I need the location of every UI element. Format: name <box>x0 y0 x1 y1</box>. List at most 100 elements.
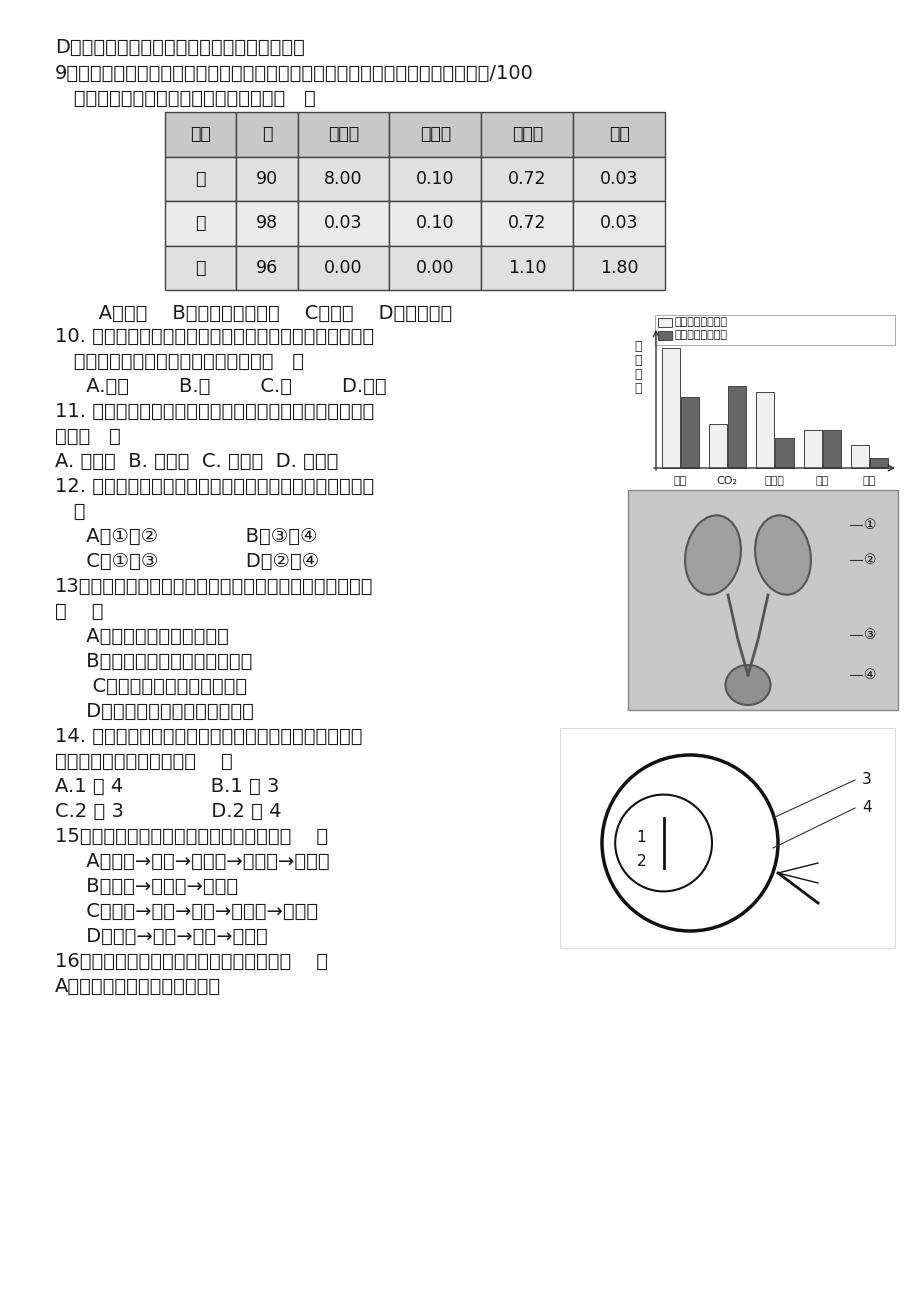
Text: 物质: 物质 <box>862 476 875 486</box>
Text: 乙: 乙 <box>196 214 206 233</box>
Text: A.1 和 4              B.1 和 3: A.1 和 4 B.1 和 3 <box>55 777 279 796</box>
Text: 14. 右图是人眼球结构示意图，图中能夠折射光线，使物: 14. 右图是人眼球结构示意图，图中能夠折射光线，使物 <box>55 727 362 746</box>
Text: 成分: 成分 <box>190 125 210 143</box>
Text: 13．在飞机起飞或降落时嚼一块口香糖，可以起到的作用是: 13．在飞机起飞或降落时嚼一块口香糖，可以起到的作用是 <box>55 577 373 595</box>
Text: CO₂: CO₂ <box>716 476 737 486</box>
Bar <box>850 445 868 468</box>
Text: D．巩膜→瞳孔→角膜→视网膜: D．巩膜→瞳孔→角膜→视网膜 <box>55 927 267 946</box>
Text: （    ）: （ ） <box>55 602 104 621</box>
Ellipse shape <box>725 666 770 705</box>
Text: 葡萄糖: 葡萄糖 <box>419 125 450 143</box>
Bar <box>236 246 298 290</box>
Text: 1: 1 <box>636 831 646 845</box>
Text: 16．下列对人体神经系统的叙述正确的是（    ）: 16．下列对人体神经系统的叙述正确的是（ ） <box>55 952 328 971</box>
Bar <box>481 202 573 246</box>
Text: 9．下表为某健康人肾动脉中的血浆、肾小囊中的液体和尿液的成分比较（单位：克/100: 9．下表为某健康人肾动脉中的血浆、肾小囊中的液体和尿液的成分比较（单位：克/10… <box>55 64 533 83</box>
Bar <box>628 490 897 710</box>
Text: 能是（   ）: 能是（ ） <box>55 426 120 446</box>
Text: A.小肠        B.肺        C.肾        D.肝脏: A.小肠 B.肺 C.肾 D.肝脏 <box>55 377 386 396</box>
Bar <box>869 459 888 468</box>
Bar <box>657 318 671 328</box>
Text: 90: 90 <box>255 170 278 187</box>
Text: 流出器官后的血液: 流出器官后的血液 <box>675 330 727 341</box>
Bar <box>822 430 840 468</box>
Text: 0.72: 0.72 <box>507 170 546 187</box>
Text: 水: 水 <box>262 125 272 143</box>
Bar <box>727 386 745 468</box>
Bar <box>709 425 726 468</box>
Bar <box>573 156 664 202</box>
Text: A．角膜→瞳孔→晶状体→玻璃体→视网膜: A．角膜→瞳孔→晶状体→玻璃体→视网膜 <box>55 852 329 871</box>
Text: 4: 4 <box>861 801 871 815</box>
Text: A．保持鼓膜内外气压平衡: A．保持鼓膜内外气压平衡 <box>55 627 229 646</box>
Text: 3: 3 <box>861 772 871 788</box>
Text: C.2 和 3              D.2 和 4: C.2 和 3 D.2 和 4 <box>55 802 281 822</box>
Text: 0.72: 0.72 <box>507 214 546 233</box>
Text: 0.03: 0.03 <box>324 214 362 233</box>
Text: 15．光线从外界进入眼内，正确的途径是（    ）: 15．光线从外界进入眼内，正确的途径是（ ） <box>55 827 328 846</box>
Bar <box>236 112 298 156</box>
Text: 96: 96 <box>255 259 278 277</box>
Text: D肾小管重吸收的主要物质是尿素和部分无机盐: D肾小管重吸收的主要物质是尿素和部分无机盐 <box>55 38 304 57</box>
Text: 甲: 甲 <box>196 170 206 187</box>
Bar <box>560 728 894 948</box>
Text: ④: ④ <box>863 668 875 683</box>
Bar <box>661 348 679 468</box>
Bar <box>481 112 573 156</box>
Text: 0.10: 0.10 <box>415 170 454 187</box>
Text: 0.00: 0.00 <box>415 259 454 277</box>
Circle shape <box>601 755 777 931</box>
Text: 含: 含 <box>633 368 641 381</box>
Bar <box>298 246 389 290</box>
Text: 12. 右图中，人体形成尿液和暂时储存尿液的器官分别是（: 12. 右图中，人体形成尿液和暂时储存尿液的器官分别是（ <box>55 477 374 497</box>
Text: C．保护耳蝶内的听觉感受器: C．保护耳蝶内的听觉感受器 <box>55 677 247 696</box>
Bar <box>389 246 481 290</box>
Text: 流入器官前的血液: 流入器官前的血液 <box>675 317 727 328</box>
Text: 1.80: 1.80 <box>599 259 638 277</box>
Text: B．使咍鼓管张开，保护听小骨: B．使咍鼓管张开，保护听小骨 <box>55 653 252 671</box>
Text: 像落在视网膜上的结构是（    ）: 像落在视网膜上的结构是（ ） <box>55 751 233 771</box>
Bar <box>298 156 389 202</box>
Bar <box>165 156 236 202</box>
Text: A、血浆    B、肾小囊中的液体    C、尿液    D、无法判断: A、血浆 B、肾小囊中的液体 C、尿液 D、无法判断 <box>80 304 452 322</box>
Text: 10. 右图表示血液流经人体内某器官前后四种物质相对含量: 10. 右图表示血液流经人体内某器官前后四种物质相对含量 <box>55 328 374 346</box>
Text: A、神经系统的基本单位是神经: A、神经系统的基本单位是神经 <box>55 978 221 996</box>
Text: 0.10: 0.10 <box>415 214 454 233</box>
Text: C．角膜→虹膜→巩膜→玻璃体→视网膜: C．角膜→虹膜→巩膜→玻璃体→视网膜 <box>55 902 318 920</box>
Bar <box>165 112 236 156</box>
Text: 0.03: 0.03 <box>599 170 638 187</box>
Text: 相: 相 <box>633 341 641 354</box>
Text: 尿素: 尿素 <box>814 476 828 486</box>
Text: 毫升），从表中数据可以推断液体乙是（   ）: 毫升），从表中数据可以推断液体乙是（ ） <box>55 88 315 108</box>
Bar <box>481 246 573 290</box>
Bar <box>573 202 664 246</box>
Bar <box>803 430 821 468</box>
Bar <box>680 398 698 468</box>
Bar <box>236 156 298 202</box>
Text: 蛋白质: 蛋白质 <box>328 125 358 143</box>
Text: 8.00: 8.00 <box>324 170 362 187</box>
Text: ③: ③ <box>863 628 875 642</box>
Text: 11. 如果病人的尿液中有蛋白质，该病人发生病变的场所可: 11. 如果病人的尿液中有蛋白质，该病人发生病变的场所可 <box>55 402 374 421</box>
Bar <box>657 332 671 341</box>
Bar <box>573 112 664 156</box>
Text: D．防止听小骨和听觉神经受损: D．防止听小骨和听觉神经受损 <box>55 702 254 722</box>
Text: 对: 对 <box>633 354 641 367</box>
Text: 的变化情况，由此可以判断该器官是（   ）: 的变化情况，由此可以判断该器官是（ ） <box>55 352 303 370</box>
Text: 0.03: 0.03 <box>599 214 638 233</box>
Bar <box>236 202 298 246</box>
Text: 葡萄糖: 葡萄糖 <box>764 476 784 486</box>
Bar <box>298 202 389 246</box>
Ellipse shape <box>754 515 810 594</box>
Bar <box>389 202 481 246</box>
Ellipse shape <box>685 515 740 594</box>
Bar <box>481 156 573 202</box>
Text: 尿素: 尿素 <box>608 125 629 143</box>
Bar <box>573 246 664 290</box>
Text: 丙: 丙 <box>196 259 206 277</box>
Text: 1.10: 1.10 <box>507 259 546 277</box>
Text: 2: 2 <box>636 854 646 868</box>
Bar <box>389 112 481 156</box>
Text: B．巩膜→脉络膜→视网膜: B．巩膜→脉络膜→视网膜 <box>55 878 238 896</box>
Text: C、①、③              D、②、④: C、①、③ D、②、④ <box>55 552 319 571</box>
